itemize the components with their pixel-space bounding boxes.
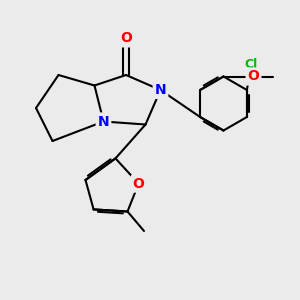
- Text: Cl: Cl: [245, 58, 258, 71]
- Text: O: O: [133, 177, 145, 190]
- Text: O: O: [120, 32, 132, 45]
- Text: O: O: [248, 70, 260, 83]
- Text: N: N: [98, 115, 109, 128]
- Text: N: N: [155, 83, 166, 97]
